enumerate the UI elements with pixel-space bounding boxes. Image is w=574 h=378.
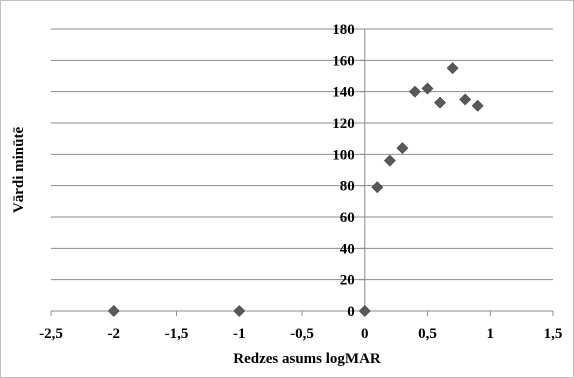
data-point: [396, 142, 409, 154]
data-point: [371, 181, 384, 194]
data-point: [409, 85, 421, 98]
y-tick-label: 160: [332, 53, 355, 69]
x-tick-label: -2,5: [39, 326, 63, 342]
data-point: [107, 305, 120, 317]
x-tick-label: 1: [487, 326, 495, 342]
tick-labels: 0 20 40 60 80 100 120 140 160 180 -2,5 -2 -1,5 -1 -0,5…: [39, 22, 562, 342]
axes: [50, 28, 554, 316]
data-point: [358, 305, 371, 317]
data-point: [233, 305, 246, 317]
x-tick-label: -1,5: [165, 326, 189, 342]
y-tick-label: 120: [332, 116, 355, 132]
y-tick-label: 140: [332, 85, 355, 101]
data-point: [434, 96, 446, 109]
x-tick-label: 0: [361, 326, 369, 342]
y-axis-title: Vārdi minūtē: [11, 127, 27, 214]
y-tick-label: 0: [347, 304, 355, 320]
x-tick-label: -0,5: [290, 326, 314, 342]
y-tick-label: 80: [340, 179, 355, 195]
x-tick-label: -2: [108, 326, 121, 342]
x-axis-title: Redzes asums logMAR: [233, 351, 381, 367]
y-tick-label: 60: [340, 210, 355, 226]
y-tick-label: 100: [332, 147, 355, 163]
y-tick-label: 20: [340, 273, 355, 289]
y-tick-label: 40: [340, 241, 355, 257]
data-point: [383, 154, 396, 167]
data-point: [446, 62, 459, 75]
y-tick-label: 180: [332, 22, 355, 38]
data-point: [471, 99, 484, 112]
x-tick-label: 1,5: [544, 326, 563, 342]
x-tick-label: 0,5: [418, 326, 437, 342]
data-points: [107, 62, 484, 317]
data-point: [421, 82, 434, 95]
gridlines: [51, 28, 553, 281]
x-tick-label: -1: [233, 326, 246, 342]
data-point: [459, 93, 472, 106]
